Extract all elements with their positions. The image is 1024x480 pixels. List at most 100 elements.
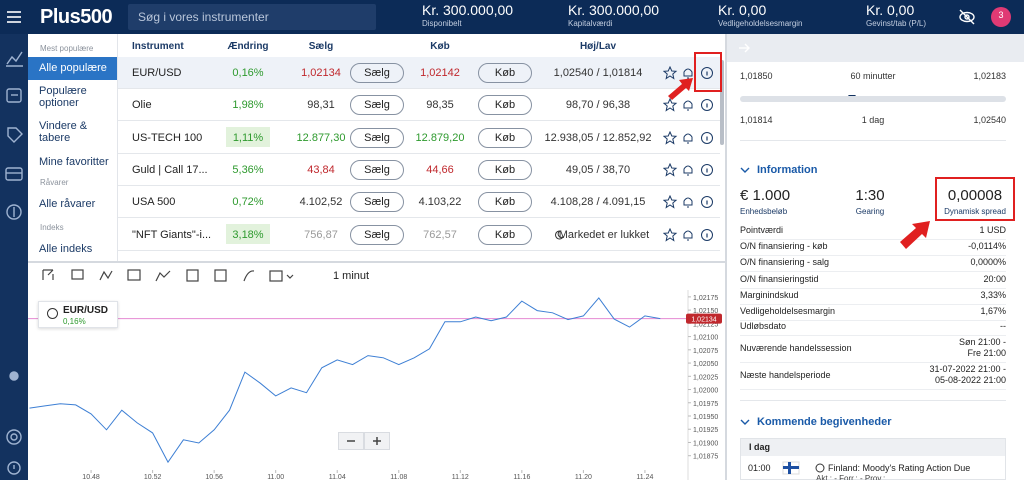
right-panel-top-bar[interactable] [727,34,1024,62]
sell-button[interactable]: Sælg [350,159,404,180]
logo[interactable]: Plus500 [40,6,113,28]
info-stat-value: € 1.000 [740,187,791,204]
column-header: Sælg [308,41,334,52]
search-box[interactable]: Søg i vores instrumenter [128,4,376,30]
notification-badge[interactable]: 3 [998,10,1004,20]
buy-price: 762,57 [423,228,457,241]
sidebar-item[interactable]: Alle populære [28,57,117,80]
change: 1,11% [226,126,270,147]
sell-button[interactable]: Sælg [350,192,404,213]
info-icon [701,99,713,112]
price-line [29,297,661,464]
buy-button[interactable]: Køb [478,127,532,148]
detail-value: -- [1000,321,1006,331]
sidebar-section-title: Indeks [40,223,64,232]
sell-price: 756,87 [304,228,338,241]
info-icon [701,131,713,144]
buy-price: 44,66 [426,163,454,176]
table-row[interactable] [118,154,720,186]
change: 5,36% [232,163,264,176]
alert-icon [683,68,693,79]
favorite-icon [663,98,678,112]
detail-value: 1 USD [979,225,1006,235]
event-title[interactable]: Finland: Moody's Rating Action Due [828,463,971,473]
section-title[interactable]: Information [757,164,818,176]
buy-button[interactable]: Køb [478,192,532,213]
x-tick-label: 10.56 [205,474,223,480]
detail-value: 31-07-2022 21:00 - [929,364,1006,374]
detail-label: Marginindskud [740,290,799,300]
table-scrollbar[interactable] [720,60,724,145]
table-row[interactable] [118,186,720,219]
detail-label: O/N finansieringstid [740,274,819,284]
info-stat-label: Dynamisk spread [944,207,1006,216]
sidebar-item[interactable]: Vindere & tabere [39,120,88,144]
y-tick-label: 1,02000 [693,388,718,395]
instrument-name[interactable]: "NFT Giants"-i... [132,228,212,241]
sidebar-item[interactable]: Alle råvarer [39,198,96,210]
separator [740,140,1006,141]
account-stat-value: Kr. 0,00 [866,2,915,18]
column-header: Instrument [132,41,184,52]
price-box[interactable]: EUR/USD 0,16% [38,301,118,328]
sell-button[interactable]: Sælg [350,127,404,148]
account-stat-label: Vedligeholdelsesmargin [718,19,803,28]
price-box-change: 0,16% [63,317,86,326]
table-row[interactable] [118,219,720,251]
buy-button[interactable]: Køb [478,95,532,116]
change: 0,16% [232,67,264,79]
alert-icon [683,133,693,144]
account-stat-value: Kr. 300.000,00 [422,2,514,18]
x-tick-label: 11.12 [452,474,469,480]
sell-button[interactable]: Sælg [350,95,404,116]
sidebar-item[interactable]: Mine favoritter [39,156,109,168]
row-icons[interactable] [663,66,715,80]
detail-label: Udløbsdato [740,321,787,331]
sidebar-item[interactable]: Populære optioner [39,85,87,109]
timeframe[interactable]: 1 minut [333,270,370,282]
column-header: Høj/Lav [579,41,617,52]
detail-value: 0,0000% [970,257,1006,267]
table-row[interactable] [118,89,720,122]
row-icons[interactable] [663,227,715,242]
table-row[interactable] [118,122,720,154]
change: 0,72% [232,196,264,209]
sell-price: 98,31 [307,99,335,112]
section-title[interactable]: Kommende begivenheder [757,416,892,428]
buy-button[interactable]: Køb [478,159,532,180]
buy-button[interactable]: Køb [478,224,532,245]
sell-button[interactable]: Sælg [350,63,404,83]
column-header: Ændring [227,41,269,52]
y-tick-label: 1,02150 [693,308,718,315]
detail-value: 3,33% [980,290,1006,300]
table-row[interactable] [118,57,720,89]
row-icons[interactable] [663,98,715,112]
sell-button[interactable]: Sælg [350,224,404,245]
range-low: 1,01814 [740,115,773,125]
range-low: 1,01850 [740,71,773,81]
detail-value: -0,0114% [968,241,1006,251]
high-low: Markedet er lukket [558,228,650,241]
detail-label: Næste handelsperiode [740,370,831,380]
zoom-symbol [347,437,381,445]
range-high: 1,02540 [973,115,1006,125]
instrument-name[interactable]: Olie [132,99,152,112]
x-tick-label: 11.04 [329,474,346,480]
y-tick-label: 1,01950 [693,414,718,421]
row-icons[interactable] [663,195,715,209]
instrument-name[interactable]: USA 500 [132,196,176,209]
instrument-name[interactable]: Guld | Call 17... [132,163,208,176]
y-tick-label: 1,02100 [693,335,718,342]
instrument-name[interactable]: EUR/USD [132,67,182,79]
y-tick-label: 1,01975 [693,401,718,408]
change: 1,98% [232,99,264,112]
high-low: 49,05 / 38,70 [565,163,631,176]
instrument-name[interactable]: US-TECH 100 [132,131,203,144]
sidebar-item[interactable]: Alle indeks [39,243,93,255]
y-tick-label: 1,02175 [693,295,718,302]
row-icons[interactable] [663,162,715,177]
buy-button[interactable]: Køb [478,63,532,83]
moon [555,229,564,239]
row-icons[interactable] [663,130,715,145]
